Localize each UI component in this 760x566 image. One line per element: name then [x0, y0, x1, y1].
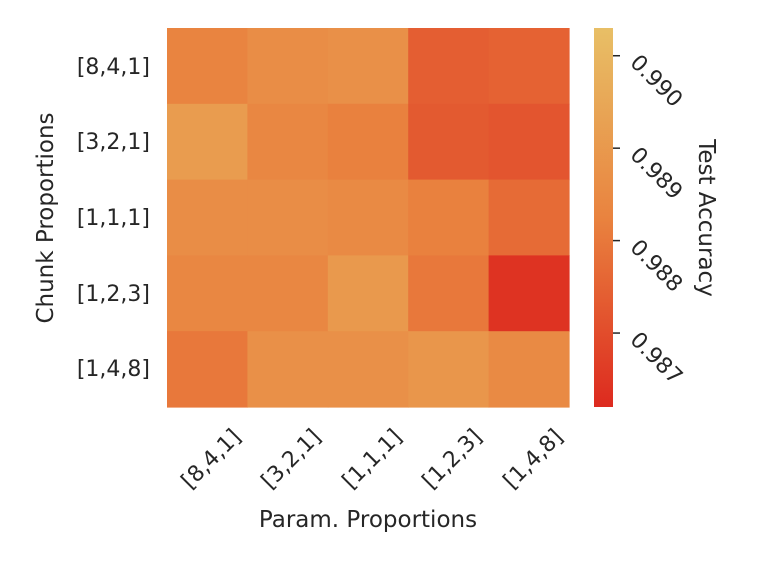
heatmap-cell	[488, 179, 570, 256]
colorbar	[594, 28, 613, 407]
x-axis-label: Param. Proportions	[259, 507, 477, 533]
heatmap-cell	[408, 331, 490, 408]
y-tick-labels: [8,4,1] [3,2,1] [1,1,1] [1,2,3] [1,4,8]	[77, 55, 150, 382]
colorbar-tick-label: 0.989	[625, 143, 687, 205]
heatmap-cell	[167, 331, 248, 408]
y-tick-label: [8,4,1]	[77, 55, 150, 80]
y-tick-label: [1,1,1]	[77, 206, 150, 231]
heatmap-cell	[247, 331, 329, 408]
heatmap-cell	[167, 103, 248, 181]
colorbar-tick-label: 0.987	[625, 328, 687, 390]
heatmap-cell	[488, 103, 570, 181]
x-tick-label: [8,4,1]	[177, 425, 246, 494]
x-tick-label: [1,2,3]	[418, 425, 487, 494]
heatmap-cell	[327, 103, 409, 181]
heatmap-cell	[488, 255, 570, 332]
x-tick-label: [1,1,1]	[338, 425, 407, 494]
x-tick-label: [3,2,1]	[257, 425, 326, 494]
heatmap-cell	[408, 28, 490, 105]
x-tick-labels: [8,4,1] [3,2,1] [1,1,1] [1,2,3] [1,4,8]	[177, 425, 568, 494]
heatmap-cell	[408, 179, 490, 256]
heatmap-cell	[327, 179, 409, 256]
heatmap-cell	[327, 331, 409, 408]
heatmap-cell	[247, 179, 329, 256]
y-tick-label: [3,2,1]	[77, 130, 150, 155]
x-tick-label: [1,4,8]	[499, 425, 568, 494]
y-tick-label: [1,2,3]	[77, 282, 150, 307]
colorbar-tick-label: 0.990	[625, 50, 687, 112]
heatmap-cell	[488, 331, 570, 408]
heatmap-cell	[408, 255, 490, 332]
heatmap-cell	[488, 28, 570, 105]
colorbar-ticks: 0.987 0.988 0.989 0.990	[613, 50, 687, 390]
heatmap-cell	[167, 255, 248, 332]
heatmap-cell	[167, 28, 248, 105]
y-axis-label: Chunk Proportions	[33, 112, 59, 323]
heatmap-cell	[327, 28, 409, 105]
y-tick-label: [1,4,8]	[77, 357, 150, 382]
heatmap-cell	[408, 103, 490, 181]
colorbar-label: Test Accuracy	[693, 138, 719, 297]
heatmap-cell	[247, 103, 329, 181]
heatmap-cells	[167, 28, 570, 408]
heatmap-cell	[167, 179, 248, 256]
heatmap-cell	[327, 255, 409, 332]
colorbar-tick-label: 0.988	[625, 235, 687, 297]
heatmap-cell	[247, 255, 329, 332]
heatmap-cell	[247, 28, 329, 105]
